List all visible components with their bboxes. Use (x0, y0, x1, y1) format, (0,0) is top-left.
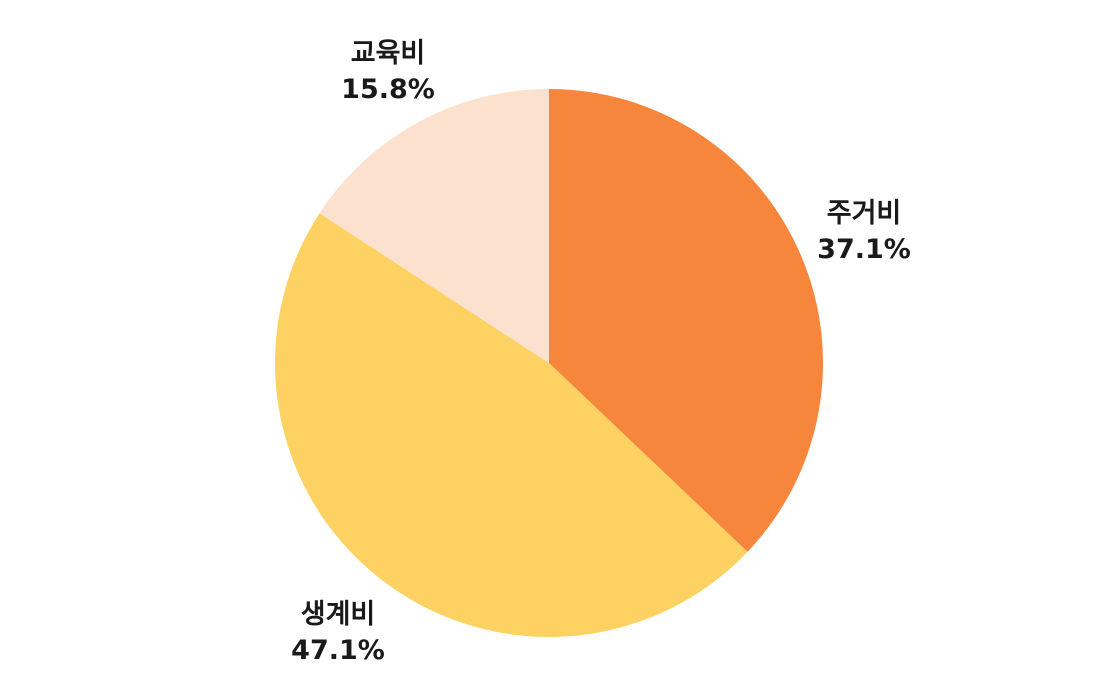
pie-slices (275, 88, 823, 637)
slice-label-1: 주거비 37.1% (817, 198, 911, 265)
pie-slice-2 (275, 213, 748, 637)
slice-label-2: 생계비 47.1% (291, 599, 385, 666)
slice-percent-label: 47.1% (291, 635, 385, 666)
slice-category-label: 생계비 (301, 599, 376, 630)
slice-label-3: 교육비 15.8% (341, 38, 435, 105)
pie-labels: 주거비 37.1% 생계비 47.1% 교육비 15.8% (291, 38, 911, 666)
pie-slice-3 (319, 88, 549, 363)
slice-percent-label: 15.8% (341, 74, 435, 105)
pie-slice-1 (549, 89, 823, 552)
slice-category-label: 주거비 (827, 198, 902, 229)
slice-percent-label: 37.1% (817, 234, 911, 265)
slice-category-label: 교육비 (351, 38, 426, 69)
